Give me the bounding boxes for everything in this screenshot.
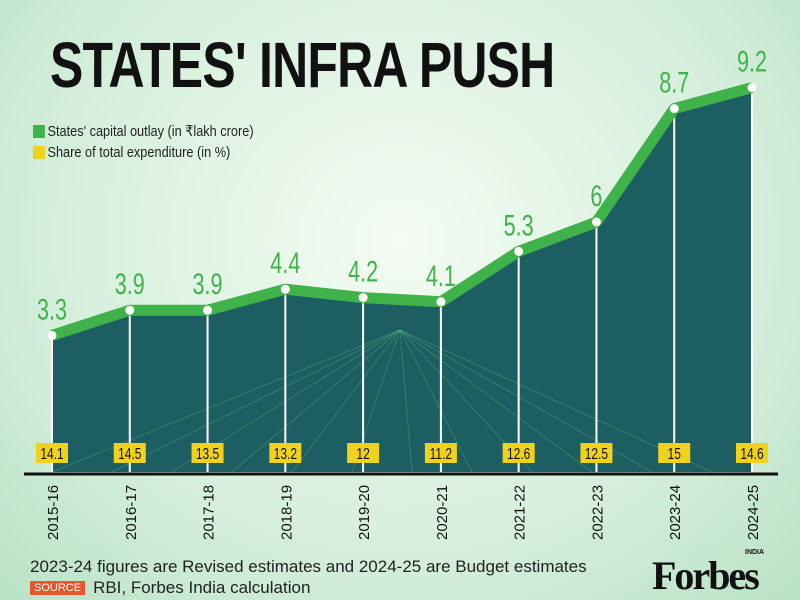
x-tick-label: 2019-20 — [356, 485, 373, 540]
data-label-share: 12.5 — [585, 444, 608, 462]
source-badge: SOURCE — [30, 581, 86, 595]
data-point — [747, 83, 757, 93]
data-point — [514, 246, 524, 256]
decor-line — [231, 329, 401, 473]
share-badge — [191, 443, 224, 463]
share-badge — [269, 443, 302, 463]
data-label-outlay: 8.7 — [659, 65, 689, 99]
decor-line — [399, 329, 413, 473]
x-tick-label: 2015-16 — [45, 485, 62, 540]
data-point — [280, 284, 290, 294]
data-label-share: 13.2 — [274, 444, 297, 462]
legend-label-outlay: States' capital outlay (in ₹lakh crore) — [47, 123, 254, 140]
area-fill — [52, 87, 752, 472]
x-tick-label: 2024-25 — [745, 485, 762, 540]
legend-label-share: Share of total expenditure (in %) — [47, 144, 231, 161]
forbes-logo-india: INDIA — [745, 549, 765, 556]
share-badge — [36, 443, 68, 463]
decor-line — [399, 329, 473, 473]
data-point — [203, 305, 213, 315]
data-label-outlay: 4.1 — [426, 258, 456, 292]
legend-item-outlay: States' capital outlay (in ₹lakh crore) — [33, 122, 254, 140]
x-tick-label: 2020-21 — [434, 485, 451, 540]
data-label-share: 11.2 — [430, 444, 453, 462]
data-point — [591, 217, 601, 227]
share-badge — [424, 443, 457, 463]
chart-title: STATES' INFRA PUSH — [50, 29, 555, 101]
data-label-share: 15 — [668, 444, 681, 462]
data-label-outlay: 9.2 — [737, 44, 767, 78]
share-badge — [736, 443, 768, 463]
legend-swatch-yellow — [33, 146, 45, 159]
decor-line — [291, 329, 401, 473]
footnote: 2023-24 figures are Revised estimates an… — [30, 557, 587, 576]
legend-item-share: Share of total expenditure (in %) — [33, 144, 230, 161]
x-tick-label: 2022-23 — [589, 485, 606, 540]
x-tick-label: 2017-18 — [201, 485, 218, 540]
data-label-share: 14.6 — [740, 444, 763, 462]
data-label-share: 12 — [356, 444, 369, 462]
data-point — [669, 104, 679, 114]
legend-swatch-green — [33, 124, 45, 138]
data-point — [436, 297, 446, 307]
data-label-outlay: 3.9 — [115, 267, 145, 301]
data-label-outlay: 6 — [590, 178, 602, 212]
decor-line — [111, 329, 401, 473]
share-badge — [347, 443, 380, 463]
share-badge — [580, 443, 613, 463]
share-badge — [658, 443, 691, 463]
x-tick-label: 2016-17 — [123, 485, 140, 540]
x-tick-label: 2023-24 — [667, 485, 684, 540]
data-label-share: 12.6 — [507, 444, 530, 462]
data-label-outlay: 3.9 — [193, 267, 223, 301]
decor-line — [399, 329, 593, 473]
data-point — [47, 330, 57, 340]
data-point — [125, 305, 135, 315]
data-label-share: 14.1 — [40, 444, 63, 462]
x-tick-label: 2018-19 — [278, 485, 295, 540]
source-line: SOURCE RBI, Forbes India calculation — [30, 578, 310, 598]
data-label-share: 13.5 — [196, 444, 219, 462]
share-badge — [502, 443, 535, 463]
data-label-outlay: 3.3 — [37, 292, 67, 326]
decor-line — [51, 329, 401, 473]
share-badge — [113, 443, 146, 463]
data-label-share: 14.5 — [118, 444, 141, 462]
data-point — [358, 293, 368, 303]
data-label-outlay: 4.4 — [270, 246, 300, 280]
series-line-outlay — [50, 82, 754, 341]
forbes-logo: Forbes — [652, 553, 760, 598]
x-tick-label: 2021-22 — [512, 485, 529, 540]
data-label-outlay: 5.3 — [504, 208, 534, 242]
source-text: RBI, Forbes India calculation — [93, 578, 311, 597]
data-label-outlay: 4.2 — [348, 254, 378, 288]
